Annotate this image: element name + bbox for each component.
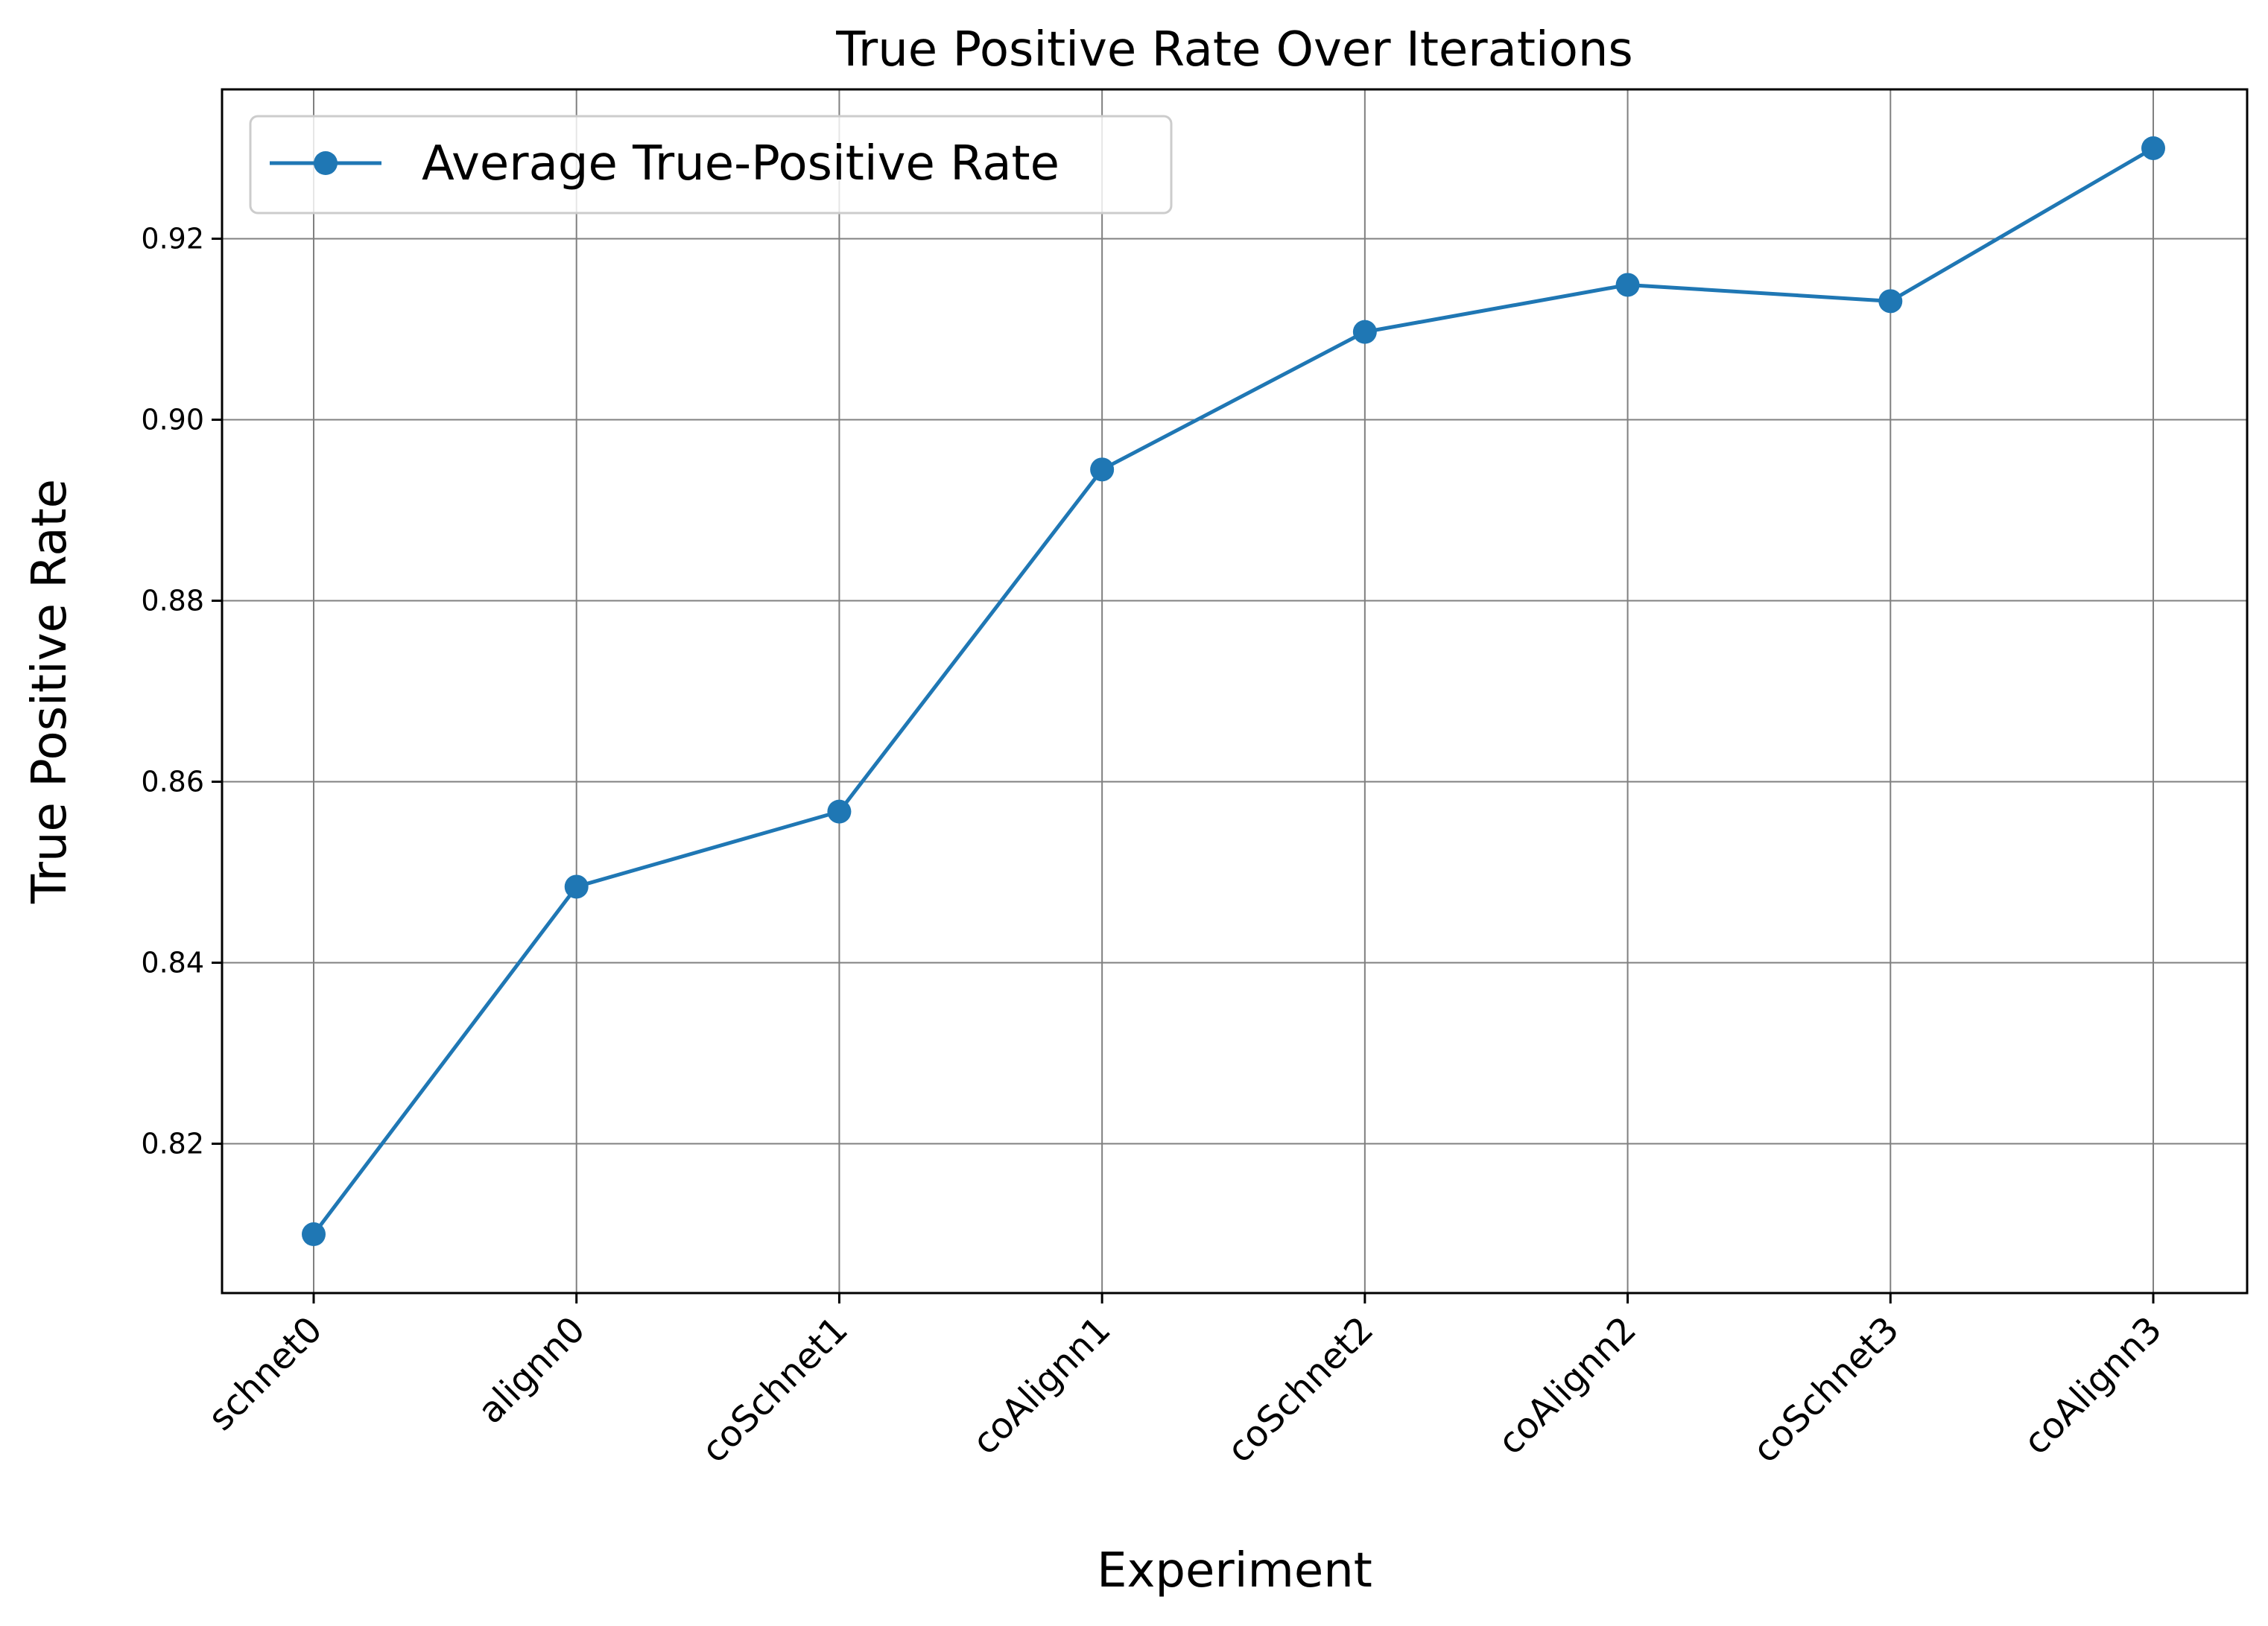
y-tick-label: 0.92 [141, 222, 204, 255]
legend-marker [314, 151, 338, 175]
y-axis: 0.82 0.84 0.86 0.88 0.90 0.92 [141, 222, 222, 1160]
y-axis-label: True Positive Rate [22, 479, 77, 904]
data-point [827, 799, 852, 824]
legend: Average True-Positive Rate [249, 115, 1173, 215]
series-layer [302, 136, 2165, 1247]
y-tick-label: 0.88 [141, 584, 204, 617]
data-point [1352, 320, 1377, 344]
y-tick-label: 0.82 [141, 1128, 204, 1160]
plot-frame [221, 88, 2249, 1295]
data-point [1090, 457, 1115, 482]
y-tick-label: 0.84 [141, 947, 204, 979]
data-point [564, 874, 589, 899]
data-point [302, 1222, 326, 1247]
data-point [2141, 136, 2165, 160]
x-axis-label: Experiment [1097, 1543, 1372, 1598]
series-line [312, 146, 2155, 1236]
legend-label: Average True-Positive Rate [422, 136, 1059, 191]
y-tick-label: 0.86 [141, 766, 204, 798]
data-point [1878, 289, 1903, 314]
y-tick-label: 0.90 [141, 403, 204, 436]
chart-title: True Positive Rate Over Iterations [835, 22, 1633, 77]
legend-box [249, 115, 1173, 215]
data-point [1615, 273, 1640, 297]
